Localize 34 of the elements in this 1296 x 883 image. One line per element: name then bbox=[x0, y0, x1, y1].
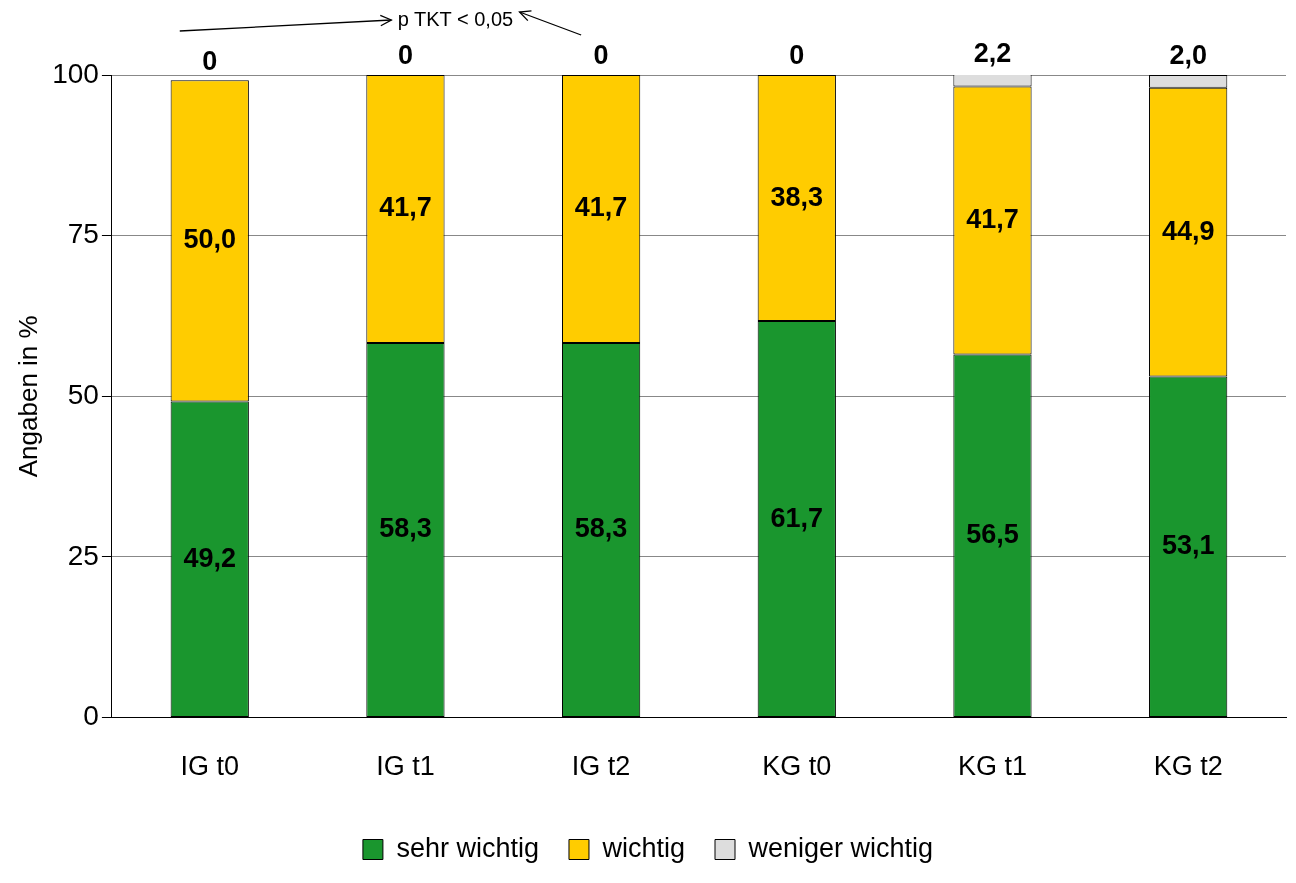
y-tick-label: 100 bbox=[52, 57, 99, 89]
legend-label: weniger wichtig bbox=[747, 832, 934, 863]
y-axis-title: Angaben in % bbox=[12, 315, 43, 478]
x-tick-label: IG t0 bbox=[180, 751, 240, 782]
data-label: 41,7 bbox=[966, 204, 1019, 234]
data-label: 0 bbox=[397, 40, 413, 71]
x-tick-label: IG t2 bbox=[571, 751, 631, 782]
data-label: 58,3 bbox=[379, 513, 432, 544]
x-tick-label: IG t1 bbox=[376, 751, 435, 782]
x-tick-label: KG t2 bbox=[1153, 751, 1223, 782]
y-tick-label: 75 bbox=[67, 218, 99, 250]
data-label: 38,3 bbox=[770, 181, 824, 212]
data-label: 49,2 bbox=[183, 542, 237, 573]
data-label: 41,7 bbox=[379, 192, 432, 223]
y-tick-label: 50 bbox=[67, 379, 99, 411]
data-label: 53,1 bbox=[1161, 530, 1215, 561]
x-tick-label: KG t1 bbox=[957, 751, 1027, 782]
data-label: 0 bbox=[789, 40, 805, 71]
y-tick-label: 25 bbox=[67, 539, 99, 571]
data-label: 0 bbox=[202, 45, 218, 76]
y-tick-label: 0 bbox=[83, 700, 99, 732]
data-label: 56,5 bbox=[966, 519, 1019, 550]
data-label: 2,0 bbox=[1169, 40, 1207, 71]
legend-label: sehr wichtig bbox=[396, 832, 539, 863]
data-label: 58,3 bbox=[574, 513, 628, 544]
data-label: 41,7 bbox=[574, 192, 628, 223]
data-label: 61,7 bbox=[770, 502, 824, 533]
data-label: 0 bbox=[593, 40, 609, 71]
text: p TKT < 0,05 bbox=[397, 7, 514, 30]
x-tick-label: KG t0 bbox=[762, 751, 832, 782]
data-label: 2,2 bbox=[973, 37, 1012, 68]
data-label: 50,0 bbox=[183, 224, 237, 255]
data-label: 44,9 bbox=[1161, 215, 1215, 246]
legend-label: wichtig bbox=[601, 832, 685, 863]
